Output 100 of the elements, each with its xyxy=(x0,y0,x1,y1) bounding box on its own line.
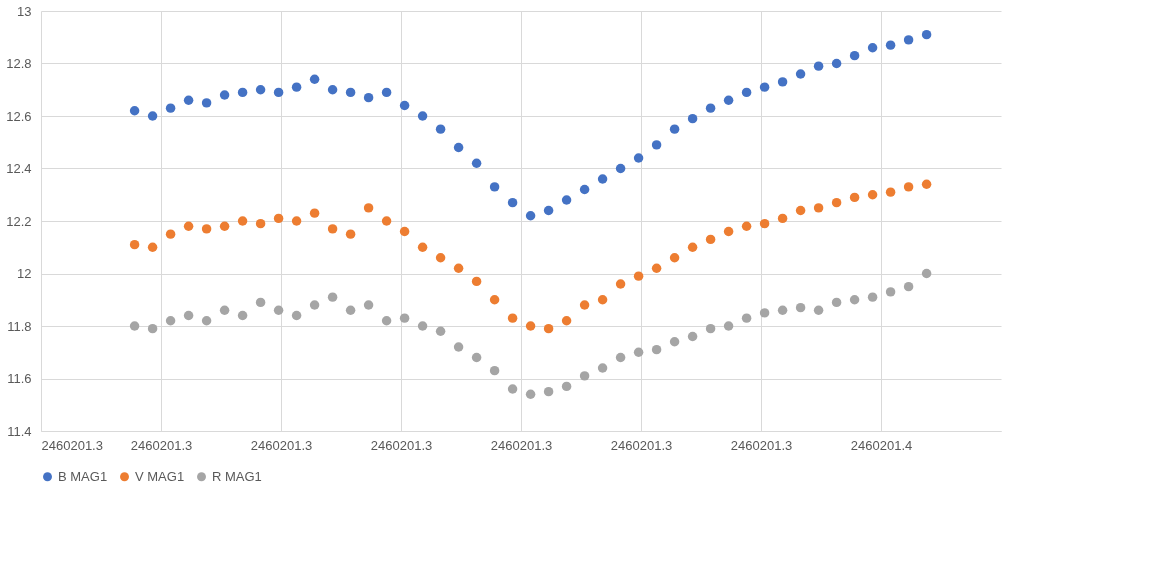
point xyxy=(147,242,158,252)
point xyxy=(651,344,662,355)
point xyxy=(129,106,140,116)
point xyxy=(885,287,896,297)
point xyxy=(561,195,572,205)
point xyxy=(885,187,896,197)
y-tick-label: 12.2 xyxy=(6,213,32,229)
point xyxy=(525,211,536,221)
point xyxy=(255,85,266,95)
point xyxy=(381,87,392,98)
point xyxy=(435,326,446,336)
point xyxy=(327,292,338,302)
point xyxy=(345,229,356,239)
point xyxy=(525,389,536,399)
point xyxy=(255,297,266,308)
point xyxy=(633,271,644,281)
point xyxy=(201,224,212,234)
point xyxy=(363,300,374,310)
point xyxy=(489,295,500,305)
point xyxy=(831,58,842,69)
x-tick-label: 2460201.3 xyxy=(250,437,313,453)
point xyxy=(795,69,806,79)
point xyxy=(813,203,824,213)
point xyxy=(813,305,824,315)
point xyxy=(759,218,770,229)
point xyxy=(237,310,248,321)
point xyxy=(345,87,356,98)
point xyxy=(381,316,392,326)
point xyxy=(849,50,860,61)
point xyxy=(291,82,302,92)
point xyxy=(705,103,716,113)
x-tick-label: 2460201.4 xyxy=(850,437,913,453)
point xyxy=(363,92,374,103)
point xyxy=(273,213,284,224)
point xyxy=(417,321,428,331)
point xyxy=(561,381,572,392)
point xyxy=(615,279,626,289)
point xyxy=(147,111,158,121)
point xyxy=(201,98,212,108)
point xyxy=(219,221,230,231)
point xyxy=(183,95,194,105)
point xyxy=(525,321,536,331)
point xyxy=(759,82,770,92)
point xyxy=(849,192,860,203)
point xyxy=(705,234,716,245)
point xyxy=(543,205,554,216)
point xyxy=(489,365,500,376)
point xyxy=(327,85,338,95)
point xyxy=(921,179,932,189)
point xyxy=(921,29,932,40)
point xyxy=(777,77,788,87)
point xyxy=(921,268,932,279)
point xyxy=(831,197,842,208)
point xyxy=(723,321,734,331)
point xyxy=(687,242,698,252)
point xyxy=(471,276,482,287)
point xyxy=(147,323,158,334)
point xyxy=(183,221,194,231)
point xyxy=(507,313,518,323)
point xyxy=(633,153,644,163)
point xyxy=(291,216,302,226)
x-tick-label: 2460201.3 xyxy=(610,437,673,453)
point xyxy=(345,305,356,315)
x-tick-label: 2460201.3 xyxy=(41,437,103,453)
point xyxy=(867,43,878,53)
point xyxy=(669,337,680,347)
x-tick-label: 2460201.3 xyxy=(730,437,793,453)
point xyxy=(651,263,662,273)
y-tick-label: 11.6 xyxy=(7,371,32,386)
point xyxy=(291,310,302,321)
x-tick-label: 2460201.3 xyxy=(370,437,433,453)
point xyxy=(885,40,896,50)
point xyxy=(399,313,410,323)
point xyxy=(381,216,392,226)
point xyxy=(363,203,374,213)
point xyxy=(435,253,446,263)
point xyxy=(669,253,680,263)
point xyxy=(867,292,878,302)
point xyxy=(201,316,212,326)
x-tick-label: 2460201.3 xyxy=(490,437,553,453)
point xyxy=(273,305,284,315)
point xyxy=(831,297,842,308)
point xyxy=(741,221,752,231)
point xyxy=(309,208,320,218)
point xyxy=(597,295,608,305)
point xyxy=(687,331,698,342)
point xyxy=(165,316,176,326)
point xyxy=(579,184,590,195)
point xyxy=(309,74,320,84)
point xyxy=(255,218,266,229)
point xyxy=(417,242,428,252)
point xyxy=(507,197,518,208)
point xyxy=(579,300,590,310)
point xyxy=(561,316,572,326)
point xyxy=(759,308,770,318)
legend-label: R MAG1 xyxy=(212,468,262,484)
point xyxy=(165,103,176,113)
point xyxy=(705,323,716,334)
point xyxy=(129,321,140,331)
point xyxy=(795,205,806,216)
